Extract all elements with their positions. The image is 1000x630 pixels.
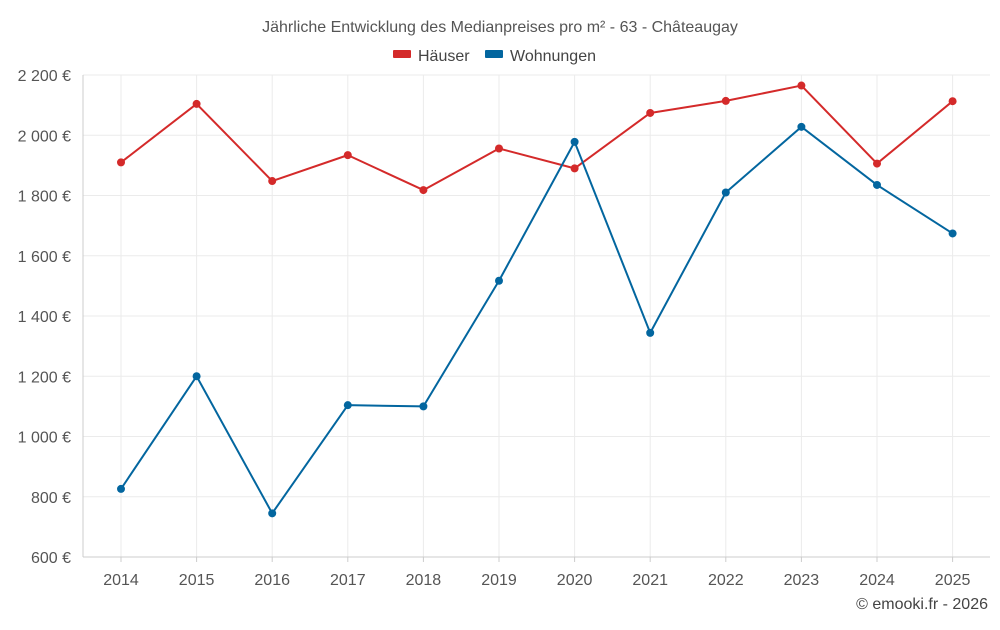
x-tick-label: 2022 xyxy=(708,572,744,589)
data-point-wohnungen[interactable] xyxy=(419,402,428,411)
data-point-wohnungen[interactable] xyxy=(646,328,655,337)
y-tick-label: 2 200 € xyxy=(18,68,71,85)
data-point-haeuser[interactable] xyxy=(948,97,957,106)
y-tick-label: 800 € xyxy=(31,490,71,507)
chart-title: Jährliche Entwicklung des Medianpreises … xyxy=(262,19,738,36)
legend-swatch-haeuser xyxy=(393,50,411,58)
data-point-haeuser[interactable] xyxy=(873,159,881,168)
series-wohnungen xyxy=(117,122,957,518)
data-point-haeuser[interactable] xyxy=(268,177,277,186)
data-point-wohnungen[interactable] xyxy=(721,188,730,197)
y-tick-label: 2 000 € xyxy=(18,128,71,145)
data-point-haeuser[interactable] xyxy=(646,108,655,117)
x-tick-label: 2016 xyxy=(254,572,290,589)
data-point-haeuser[interactable] xyxy=(117,158,125,167)
x-tick-label: 2015 xyxy=(179,572,215,589)
data-point-haeuser[interactable] xyxy=(419,186,428,195)
legend-label-haeuser: Häuser xyxy=(418,48,470,65)
data-point-wohnungen[interactable] xyxy=(268,509,277,518)
legend-label-wohnungen: Wohnungen xyxy=(510,48,596,65)
data-point-wohnungen[interactable] xyxy=(873,180,881,189)
gridlines xyxy=(83,74,990,557)
y-tick-label: 1 000 € xyxy=(18,430,71,447)
x-tick-label: 2021 xyxy=(632,572,668,589)
data-point-haeuser[interactable] xyxy=(495,144,503,153)
y-tick-label: 1 200 € xyxy=(18,369,71,386)
x-tick-label: 2019 xyxy=(481,572,517,589)
y-tick-label: 1 400 € xyxy=(18,309,71,326)
legend-swatch-wohnungen xyxy=(485,50,503,58)
data-point-wohnungen[interactable] xyxy=(797,122,806,131)
y-tick-label: 1 600 € xyxy=(18,249,71,266)
data-point-haeuser[interactable] xyxy=(797,81,806,90)
y-tick-label: 1 800 € xyxy=(18,189,71,206)
x-tick-label: 2014 xyxy=(103,572,139,589)
legend-item-haeuser[interactable]: Häuser xyxy=(393,48,470,65)
data-point-wohnungen[interactable] xyxy=(117,484,125,493)
axes: 600 € 800 € 1 000 € 1 200 € 1 400 € 1 600 € 1 … xyxy=(18,68,990,589)
x-tick-label: 2024 xyxy=(859,572,895,589)
x-tick-label: 2023 xyxy=(784,572,820,589)
series-haeuser xyxy=(117,81,957,195)
data-point-wohnungen[interactable] xyxy=(495,276,503,285)
x-tick-label: 2018 xyxy=(406,572,442,589)
credit-text: © emooki.fr - 2026 xyxy=(856,596,988,613)
data-point-wohnungen[interactable] xyxy=(192,372,201,381)
data-point-wohnungen[interactable] xyxy=(343,401,352,410)
data-point-haeuser[interactable] xyxy=(570,164,579,173)
data-point-wohnungen[interactable] xyxy=(570,137,579,146)
legend-item-wohnungen[interactable]: Wohnungen xyxy=(485,48,596,65)
series-line-wohnungen xyxy=(120,125,954,515)
series-line-haeuser xyxy=(120,84,954,192)
data-point-haeuser[interactable] xyxy=(343,151,352,160)
data-point-haeuser[interactable] xyxy=(721,96,730,105)
legend[interactable]: Häuser Wohnungen xyxy=(393,48,596,65)
x-tick-label: 2020 xyxy=(557,572,593,589)
x-tick-label: 2017 xyxy=(330,572,366,589)
data-point-wohnungen[interactable] xyxy=(948,229,957,238)
x-tick-label: 2025 xyxy=(935,572,971,589)
series xyxy=(117,81,957,518)
y-tick-label: 600 € xyxy=(31,550,71,567)
data-point-haeuser[interactable] xyxy=(192,99,201,108)
